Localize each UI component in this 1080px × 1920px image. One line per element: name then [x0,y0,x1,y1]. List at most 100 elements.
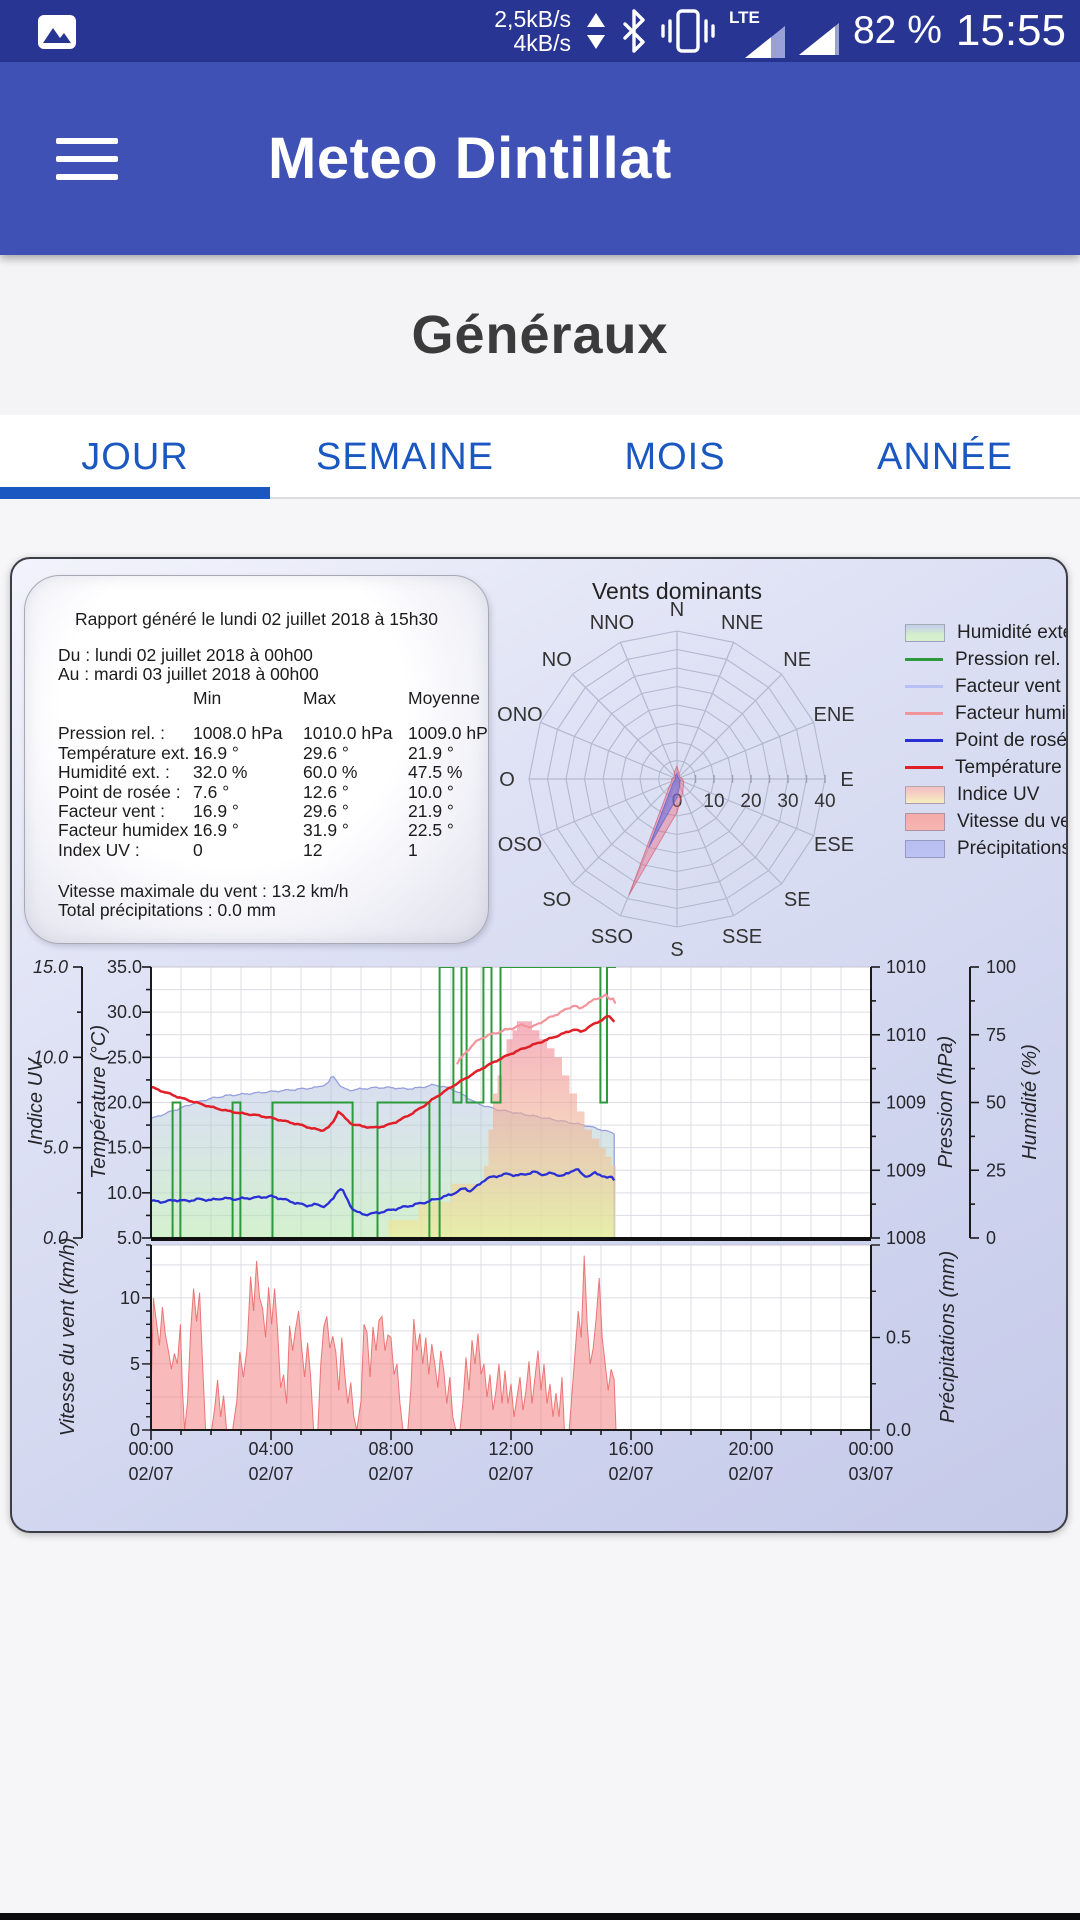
legend-swatch [905,658,943,661]
legend-item: Point de rosée [905,727,1066,754]
report-row: Pression rel. :1008.0 hPa 1010.0 hPa 1009.… [58,723,489,744]
svg-text:0.0: 0.0 [43,1228,68,1248]
net-up-speed: 2,5kB/s [494,6,571,32]
gallery-icon [38,15,76,49]
svg-text:20.0: 20.0 [107,1093,142,1113]
svg-text:30: 30 [777,791,798,812]
section-header: Généraux [0,255,1080,415]
svg-text:Vitesse du vent (km/h): Vitesse du vent (km/h) [57,1238,79,1437]
svg-text:03/07: 03/07 [848,1464,893,1484]
svg-text:10.0: 10.0 [107,1183,142,1203]
svg-text:NO: NO [542,649,572,671]
svg-text:Vents dominants: Vents dominants [592,578,762,604]
tab-annee[interactable]: ANNÉE [877,435,1013,478]
menu-button[interactable] [56,138,118,180]
tab-bar: JOUR SEMAINE MOIS ANNÉE [0,415,1080,499]
report-precip-total: Total précipitations : 0.0 mm [58,900,276,920]
carrier-label: LTE [728,8,760,27]
svg-text:0.5: 0.5 [886,1328,911,1348]
tab-semaine[interactable]: SEMAINE [315,435,495,478]
network-speed: 2,5kB/s 4kB/s [494,7,571,55]
bottom-strip [0,1913,1080,1920]
svg-text:10.0: 10.0 [33,1047,68,1067]
svg-text:1010: 1010 [886,957,926,977]
report-generated: Rapport généré le lundi 02 juillet 2018 … [75,609,438,629]
svg-text:S: S [670,939,683,961]
svg-text:35.0: 35.0 [107,957,142,977]
svg-text:02/07: 02/07 [728,1464,773,1484]
svg-text:1010: 1010 [886,1025,926,1045]
legend-swatch [905,812,945,831]
svg-text:SE: SE [784,889,811,911]
svg-text:Température (°C): Température (°C) [88,1025,110,1179]
legend-swatch [905,766,943,769]
svg-text:100: 100 [986,957,1016,977]
svg-text:0: 0 [672,791,683,812]
legend-item: Humidité extérieure [905,619,1066,646]
legend-swatch [905,739,943,742]
report-table-header: Min Max Moyenne [193,688,480,708]
svg-text:Pression (hPa): Pression (hPa) [935,1036,957,1168]
svg-text:02/07: 02/07 [248,1464,293,1484]
legend-swatch [905,685,943,688]
svg-text:15.0: 15.0 [33,957,68,977]
status-bar: 2,5kB/s 4kB/s LTE 82 % [0,0,1080,62]
report-row: Point de rosée :7.6 ° 12.6 ° 10.0 ° [58,781,454,802]
svg-text:NE: NE [783,649,811,671]
app-bar: Meteo Dintillat [0,62,1080,255]
tab-indicator [0,487,270,499]
weather-report-card: 5.0 10.0 15.0 20.0 25.0 30.0 35.0 Température (… [10,557,1068,1533]
svg-text:00:00: 00:00 [128,1439,173,1459]
svg-text:50: 50 [986,1093,1006,1113]
svg-text:10: 10 [120,1288,140,1308]
svg-text:5: 5 [130,1354,140,1374]
svg-text:40: 40 [814,791,835,812]
svg-text:0.0: 0.0 [886,1420,911,1440]
legend-item: Facteur humidex [905,700,1066,727]
legend-swatch [905,623,945,642]
svg-text:12:00: 12:00 [488,1439,533,1459]
tab-jour[interactable]: JOUR [81,435,189,478]
clock: 15:55 [955,6,1066,55]
report-from: Du : lundi 02 juillet 2018 à 00h00 [58,645,313,665]
svg-text:1009: 1009 [886,1160,926,1180]
legend-item: Indice UV [905,781,1066,808]
page-title: Généraux [411,305,669,365]
svg-text:16:00: 16:00 [608,1439,653,1459]
legend-swatch [905,839,945,858]
svg-text:15.0: 15.0 [107,1138,142,1158]
svg-text:OSO: OSO [498,834,542,856]
svg-text:0: 0 [986,1228,996,1248]
legend-item: Vitesse du vent [905,808,1066,835]
svg-text:NNO: NNO [590,612,634,634]
tab-mois[interactable]: MOIS [624,435,726,478]
net-down-speed: 4kB/s [513,30,571,56]
svg-text:75: 75 [986,1025,1006,1045]
report-to: Au : mardi 03 juillet 2018 à 00h00 [58,664,319,684]
legend-swatch [905,785,945,804]
legend-item: Précipitations [905,835,1066,862]
svg-text:25.0: 25.0 [107,1047,142,1067]
svg-text:5.0: 5.0 [43,1138,68,1158]
report-table: Min Max Moyenne Pression rel. :1008.0 hPa 10… [58,688,489,860]
svg-text:02/07: 02/07 [368,1464,413,1484]
svg-text:5.0: 5.0 [117,1228,142,1248]
bluetooth-icon [623,9,645,53]
cell-signal-1: LTE [728,8,785,58]
svg-text:20:00: 20:00 [728,1439,773,1459]
svg-text:Humidité (%): Humidité (%) [1019,1044,1041,1160]
chart-legend: Humidité extérieurePression rel. Facteur … [905,619,1066,862]
report-wind-max: Vitesse maximale du vent : 13.2 km/h [58,881,349,901]
svg-text:0: 0 [130,1420,140,1440]
svg-text:NNE: NNE [721,612,763,634]
svg-text:25: 25 [986,1160,1006,1180]
svg-text:20: 20 [740,791,761,812]
svg-text:E: E [840,769,853,791]
tab-divider [0,497,1080,499]
svg-text:30.0: 30.0 [107,1002,142,1022]
svg-text:ESE: ESE [814,834,854,856]
svg-text:Indice UV: Indice UV [25,1057,47,1145]
battery-level: 82 % [852,9,942,52]
report-summary-box: Rapport généré le lundi 02 juillet 2018 … [24,575,489,944]
legend-item: Pression rel. [905,646,1066,673]
